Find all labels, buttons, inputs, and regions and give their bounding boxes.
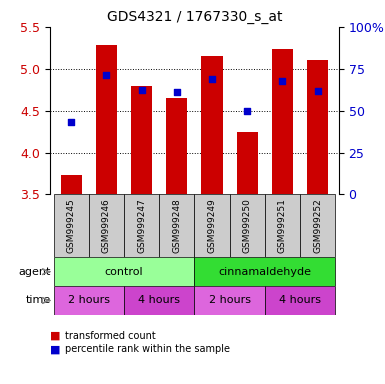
Text: 4 hours: 4 hours (279, 295, 321, 306)
Point (209, 76, 215, 82)
FancyBboxPatch shape (54, 194, 89, 257)
Point (68, 119, 74, 125)
FancyBboxPatch shape (194, 257, 335, 286)
Text: 4 hours: 4 hours (138, 295, 180, 306)
Text: time: time (25, 295, 51, 306)
FancyBboxPatch shape (265, 194, 300, 257)
Title: GDS4321 / 1767330_s_at: GDS4321 / 1767330_s_at (107, 10, 282, 25)
Text: control: control (105, 266, 143, 277)
Text: GSM999252: GSM999252 (313, 199, 322, 253)
Text: 2 hours: 2 hours (68, 295, 110, 306)
Bar (307, 60, 328, 194)
Point (103, 73, 109, 79)
Text: GSM999245: GSM999245 (67, 199, 76, 253)
Point (315, 88, 321, 94)
Bar (201, 56, 223, 194)
FancyBboxPatch shape (54, 257, 194, 286)
FancyBboxPatch shape (194, 194, 229, 257)
Point (244, 108, 250, 114)
Point (174, 89, 180, 95)
FancyBboxPatch shape (54, 286, 124, 315)
FancyBboxPatch shape (159, 194, 194, 257)
Bar (96, 45, 117, 194)
Text: GSM999250: GSM999250 (243, 199, 252, 253)
FancyBboxPatch shape (194, 286, 265, 315)
Bar (237, 132, 258, 194)
FancyBboxPatch shape (124, 194, 159, 257)
FancyBboxPatch shape (89, 194, 124, 257)
Text: ■: ■ (50, 331, 60, 341)
Text: GSM999247: GSM999247 (137, 199, 146, 253)
Point (139, 87, 145, 93)
Bar (131, 86, 152, 194)
Text: agent: agent (18, 266, 51, 277)
Text: ■: ■ (50, 344, 60, 354)
FancyBboxPatch shape (124, 286, 194, 315)
Text: GSM999251: GSM999251 (278, 199, 287, 253)
FancyBboxPatch shape (229, 194, 265, 257)
Text: GSM999248: GSM999248 (172, 199, 181, 253)
Bar (60, 175, 82, 194)
Point (280, 78, 286, 84)
Bar (166, 98, 187, 194)
Text: cinnamaldehyde: cinnamaldehyde (218, 266, 311, 277)
FancyBboxPatch shape (265, 286, 335, 315)
Text: percentile rank within the sample: percentile rank within the sample (65, 344, 231, 354)
FancyBboxPatch shape (300, 194, 335, 257)
Bar (272, 49, 293, 194)
Text: GSM999249: GSM999249 (208, 199, 216, 253)
Text: GSM999246: GSM999246 (102, 199, 111, 253)
Text: 2 hours: 2 hours (209, 295, 251, 306)
Text: transformed count: transformed count (65, 331, 156, 341)
